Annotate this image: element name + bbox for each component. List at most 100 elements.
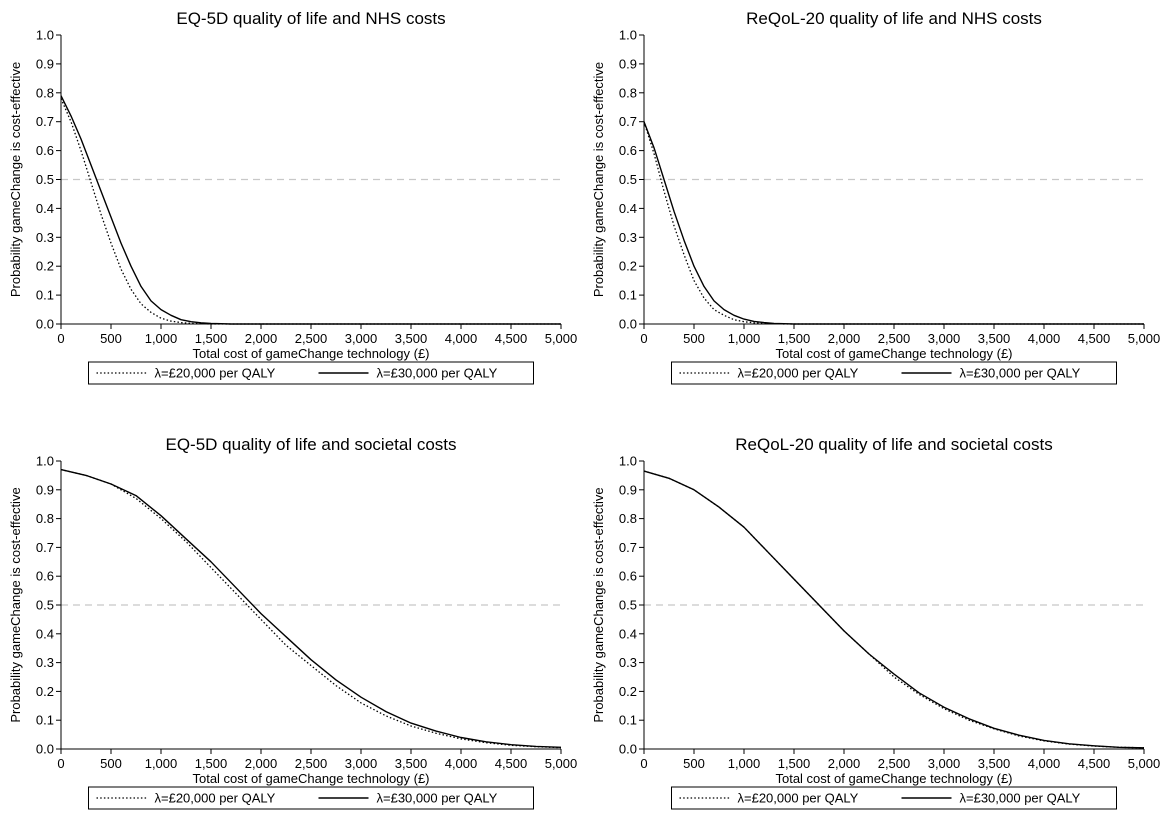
- x-tick-label: 500: [100, 756, 122, 771]
- y-tick-label: 0.5: [619, 598, 637, 613]
- series-line-1: [643, 470, 1145, 749]
- y-tick-label: 0.3: [619, 655, 637, 670]
- x-tick-label: 4,000: [445, 331, 478, 346]
- y-tick-label: 0.9: [619, 56, 637, 71]
- legend-label-1: λ=£20,000 per QALY: [155, 791, 276, 806]
- legend-label-1: λ=£20,000 per QALY: [738, 791, 859, 806]
- y-tick-label: 0.6: [36, 569, 54, 584]
- legend-label-1: λ=£20,000 per QALY: [738, 366, 859, 381]
- y-tick-label: 0.0: [619, 317, 637, 332]
- x-tick-label: 500: [683, 756, 705, 771]
- x-axis-label: Total cost of gameChange technology (£): [192, 771, 429, 786]
- y-tick-label: 0.7: [36, 540, 54, 555]
- x-tick-label: 4,000: [1028, 331, 1061, 346]
- chart-panel-4: ReQoL-20 quality of life and societal co…: [591, 435, 1160, 810]
- x-tick-label: 1,000: [145, 756, 178, 771]
- y-tick-label: 0.7: [619, 540, 637, 555]
- y-tick-label: 0.9: [619, 482, 637, 497]
- chart-title: EQ-5D quality of life and societal costs: [165, 435, 456, 454]
- x-tick-label: 3,000: [345, 756, 378, 771]
- x-tick-label: 1,000: [145, 331, 178, 346]
- y-tick-label: 0.1: [619, 288, 637, 303]
- x-tick-label: 3,000: [345, 331, 378, 346]
- y-tick-label: 0.6: [619, 569, 637, 584]
- y-tick-label: 0.8: [36, 85, 54, 100]
- series-line-2: [60, 95, 561, 325]
- x-tick-label: 2,500: [295, 331, 328, 346]
- x-tick-label: 2,500: [878, 756, 911, 771]
- x-tick-label: 3,500: [395, 331, 428, 346]
- series-line-2: [643, 470, 1145, 749]
- y-axis-label: Probability gameChange is cost-effective: [8, 487, 23, 722]
- y-tick-label: 0.4: [619, 201, 637, 216]
- y-tick-label: 0.3: [36, 230, 54, 245]
- y-tick-label: 0.3: [36, 655, 54, 670]
- legend: λ=£20,000 per QALY λ=£30,000 per QALY: [671, 361, 1117, 385]
- x-tick-label: 4,500: [495, 331, 528, 346]
- x-tick-label: 2,000: [828, 331, 861, 346]
- x-tick-label: 1,500: [195, 756, 228, 771]
- legend-box: [88, 361, 534, 385]
- legend-label-2: λ=£30,000 per QALY: [377, 791, 498, 806]
- x-tick-label: 0: [640, 331, 647, 346]
- y-axis-label: Probability gameChange is cost-effective: [8, 62, 23, 297]
- x-tick-label: 0: [57, 756, 64, 771]
- y-tick-label: 0.0: [36, 742, 54, 757]
- y-tick-label: 0.0: [36, 317, 54, 332]
- y-tick-label: 0.5: [36, 172, 54, 187]
- x-tick-label: 4,000: [1028, 756, 1061, 771]
- y-tick-label: 0.8: [36, 511, 54, 526]
- y-tick-label: 0.2: [36, 259, 54, 274]
- x-axis-label: Total cost of gameChange technology (£): [192, 346, 429, 361]
- x-tick-label: 2,000: [828, 756, 861, 771]
- x-tick-label: 1,000: [728, 331, 761, 346]
- y-tick-label: 0.4: [36, 626, 54, 641]
- x-tick-label: 0: [640, 756, 647, 771]
- y-tick-label: 1.0: [619, 454, 637, 469]
- y-tick-label: 0.2: [619, 684, 637, 699]
- chart-panel-1: EQ-5D quality of life and NHS costs 0.0 0.…: [8, 9, 577, 385]
- x-tick-label: 4,500: [1078, 756, 1111, 771]
- x-tick-label: 5,000: [1128, 331, 1161, 346]
- y-tick-label: 0.2: [36, 684, 54, 699]
- x-tick-label: 3,000: [928, 331, 961, 346]
- x-tick-label: 3,000: [928, 756, 961, 771]
- legend: λ=£20,000 per QALY λ=£30,000 per QALY: [88, 786, 534, 810]
- y-tick-label: 1.0: [619, 28, 637, 43]
- chart-panel-2: ReQoL-20 quality of life and NHS costs 0.…: [591, 9, 1161, 385]
- y-tick-label: 1.0: [36, 28, 54, 43]
- y-tick-label: 1.0: [36, 454, 54, 469]
- x-tick-label: 1,500: [778, 756, 811, 771]
- x-tick-label: 2,000: [245, 756, 278, 771]
- chart-title: EQ-5D quality of life and NHS costs: [176, 9, 445, 28]
- legend: λ=£20,000 per QALY λ=£30,000 per QALY: [88, 361, 534, 385]
- y-tick-label: 0.3: [619, 230, 637, 245]
- x-tick-label: 3,500: [978, 756, 1011, 771]
- y-tick-label: 0.2: [619, 259, 637, 274]
- x-tick-label: 2,500: [295, 756, 328, 771]
- y-tick-label: 0.9: [36, 56, 54, 71]
- chart-title: ReQoL-20 quality of life and NHS costs: [746, 9, 1042, 28]
- legend-label-2: λ=£30,000 per QALY: [377, 366, 498, 381]
- series-line-1: [60, 468, 562, 749]
- legend-label-2: λ=£30,000 per QALY: [960, 366, 1081, 381]
- chart-title: ReQoL-20 quality of life and societal co…: [735, 435, 1053, 454]
- y-tick-label: 0.1: [619, 713, 637, 728]
- x-tick-label: 4,500: [495, 756, 528, 771]
- x-tick-label: 2,000: [245, 331, 278, 346]
- y-tick-label: 0.0: [619, 742, 637, 757]
- legend-box: [671, 786, 1117, 810]
- x-tick-label: 4,500: [1078, 331, 1111, 346]
- x-tick-label: 4,000: [445, 756, 478, 771]
- series-line-2: [643, 121, 1144, 325]
- y-tick-label: 0.9: [36, 482, 54, 497]
- y-tick-label: 0.5: [619, 172, 637, 187]
- x-tick-label: 1,000: [728, 756, 761, 771]
- y-tick-label: 0.5: [36, 598, 54, 613]
- y-tick-label: 0.8: [619, 511, 637, 526]
- legend-label-2: λ=£30,000 per QALY: [960, 791, 1081, 806]
- x-tick-label: 3,500: [395, 756, 428, 771]
- legend-box: [88, 786, 534, 810]
- x-axis-label: Total cost of gameChange technology (£): [775, 346, 1012, 361]
